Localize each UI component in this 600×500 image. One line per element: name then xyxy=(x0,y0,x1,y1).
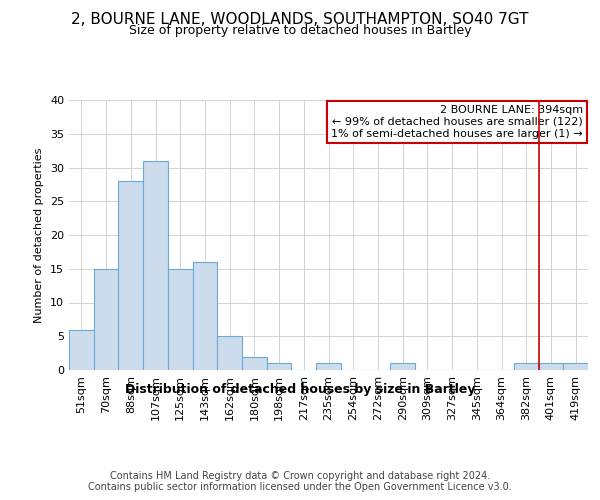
Bar xyxy=(143,161,168,370)
Bar xyxy=(193,262,217,370)
Bar xyxy=(514,363,539,370)
Bar xyxy=(94,269,118,370)
Bar xyxy=(316,363,341,370)
Text: Size of property relative to detached houses in Bartley: Size of property relative to detached ho… xyxy=(128,24,472,37)
Text: 2, BOURNE LANE, WOODLANDS, SOUTHAMPTON, SO40 7GT: 2, BOURNE LANE, WOODLANDS, SOUTHAMPTON, … xyxy=(71,12,529,28)
Text: Contains HM Land Registry data © Crown copyright and database right 2024.
Contai: Contains HM Land Registry data © Crown c… xyxy=(88,471,512,492)
Bar xyxy=(563,363,588,370)
Y-axis label: Number of detached properties: Number of detached properties xyxy=(34,148,44,322)
Bar xyxy=(168,269,193,370)
Bar xyxy=(118,181,143,370)
Bar xyxy=(69,330,94,370)
Bar xyxy=(217,336,242,370)
Bar xyxy=(390,363,415,370)
Bar xyxy=(267,363,292,370)
Bar xyxy=(539,363,563,370)
Text: 2 BOURNE LANE: 394sqm
← 99% of detached houses are smaller (122)
1% of semi-deta: 2 BOURNE LANE: 394sqm ← 99% of detached … xyxy=(331,106,583,138)
Bar xyxy=(242,356,267,370)
Text: Distribution of detached houses by size in Bartley: Distribution of detached houses by size … xyxy=(125,382,475,396)
